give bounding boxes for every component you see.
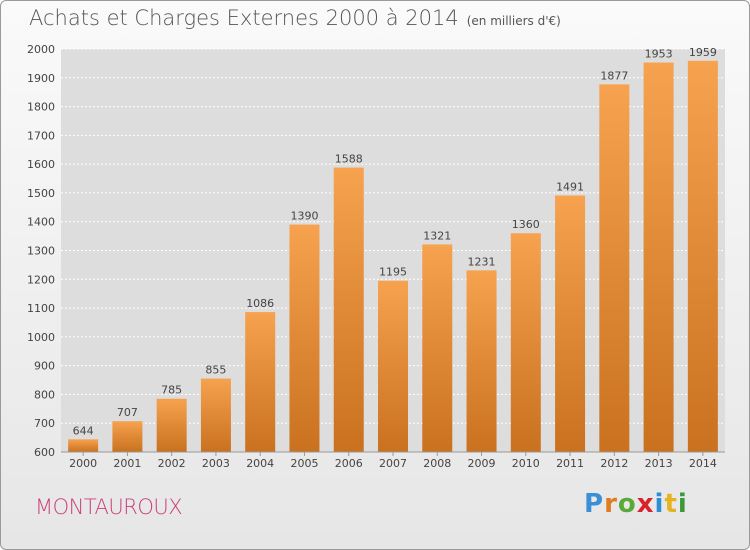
bar-value-label: 1321 <box>423 229 451 242</box>
bar-value-label: 1959 <box>689 46 717 59</box>
y-tick-label: 1400 <box>27 216 55 229</box>
bar <box>333 167 364 452</box>
x-tick-label: 2005 <box>290 457 318 470</box>
x-tick-label: 2013 <box>645 457 673 470</box>
y-tick-label: 1900 <box>27 72 55 85</box>
bar-value-label: 707 <box>117 406 138 419</box>
y-tick-label: 1500 <box>27 187 55 200</box>
bar-value-label: 1953 <box>645 48 673 61</box>
bar <box>510 233 541 452</box>
y-tick-label: 700 <box>34 417 55 430</box>
x-tick-label: 2002 <box>158 457 186 470</box>
bar <box>245 312 276 452</box>
bar-value-label: 1588 <box>335 153 363 166</box>
x-tick-label: 2000 <box>69 457 97 470</box>
chart-title: Achats et Charges Externes 2000 à 2014 (e… <box>29 6 561 30</box>
logo-letter: o <box>617 489 637 519</box>
y-tick-label: 1800 <box>27 101 55 114</box>
bar <box>687 60 718 452</box>
bar <box>200 378 231 452</box>
x-tick-label: 2001 <box>113 457 141 470</box>
bar <box>378 280 408 452</box>
bar <box>112 421 143 452</box>
bar <box>466 270 497 452</box>
x-tick-label: 2008 <box>423 457 451 470</box>
bar-value-label: 855 <box>205 364 226 377</box>
bar-value-label: 1491 <box>556 181 584 194</box>
logo-letter: x <box>636 489 655 519</box>
y-tick-label: 1000 <box>27 331 55 344</box>
bar <box>643 62 674 452</box>
bar <box>156 398 187 452</box>
proxiti-logo: Proxiti <box>584 489 688 519</box>
commune-name: MONTAUROUX <box>35 495 183 519</box>
y-tick-label: 1200 <box>27 273 55 286</box>
chart-subtitle: (en milliers d'€) <box>466 14 561 28</box>
x-tick-label: 2003 <box>202 457 230 470</box>
x-tick-label: 2006 <box>335 457 363 470</box>
bar-value-label: 785 <box>161 384 182 397</box>
bar-value-label: 1195 <box>379 266 407 279</box>
bar <box>68 439 99 452</box>
y-tick-label: 1700 <box>27 129 55 142</box>
x-tick-label: 2014 <box>689 457 717 470</box>
logo-letter: r <box>604 489 618 519</box>
bar <box>422 244 453 452</box>
bar-value-label: 1086 <box>246 297 274 310</box>
y-tick-label: 600 <box>34 446 55 459</box>
bar <box>289 224 320 452</box>
bar-value-label: 1231 <box>468 255 496 268</box>
bar-value-label: 1390 <box>290 210 318 223</box>
y-tick-label: 800 <box>34 388 55 401</box>
x-tick-label: 2009 <box>468 457 496 470</box>
chart-title-main: Achats et Charges Externes 2000 à 2014 <box>29 6 459 30</box>
y-tick-label: 2000 <box>27 43 55 56</box>
x-tick-label: 2010 <box>512 457 540 470</box>
logo-letter: i <box>654 489 665 519</box>
bar-value-label: 644 <box>73 424 94 437</box>
logo-letter: P <box>584 489 605 519</box>
y-tick-label: 900 <box>34 360 55 373</box>
y-tick-label: 1300 <box>27 245 55 258</box>
x-tick-label: 2007 <box>379 457 407 470</box>
bar-value-label: 1360 <box>512 218 540 231</box>
bar <box>599 84 630 452</box>
x-tick-label: 2011 <box>556 457 584 470</box>
y-tick-label: 1100 <box>27 302 55 315</box>
logo-letter: i <box>677 489 688 519</box>
y-tick-label: 1600 <box>27 158 55 171</box>
x-tick-label: 2004 <box>246 457 274 470</box>
logo-letter: t <box>664 489 678 519</box>
x-tick-label: 2012 <box>600 457 628 470</box>
bar <box>555 195 586 452</box>
bar-value-label: 1877 <box>600 69 628 82</box>
